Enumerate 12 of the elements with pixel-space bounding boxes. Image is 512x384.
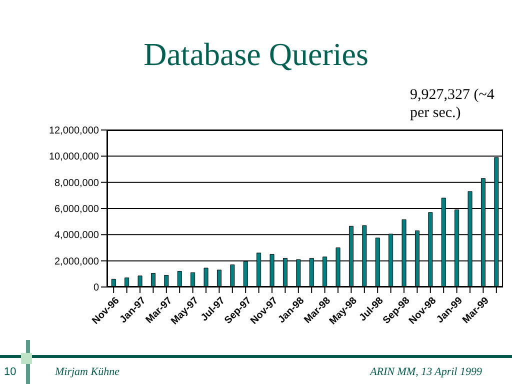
y-tick-label: 2,000,000 [54, 256, 100, 268]
y-tick-label: 4,000,000 [54, 230, 100, 242]
y-tick-label: 6,000,000 [54, 204, 100, 216]
y-tick-label: 10,000,000 [48, 152, 100, 163]
y-tick-label: 8,000,000 [54, 178, 100, 189]
chart-title: Database Queries [142, 36, 370, 73]
y-tick-label: 0 [93, 282, 100, 294]
text: Mirjam Kühne [55, 366, 120, 378]
text: ARIN MM, 13 April 1999 [370, 366, 482, 378]
text: 10 [4, 366, 16, 378]
y-tick-label: 12,000,000 [48, 126, 100, 137]
text: 9,927,327 (~4 per sec.) [410, 86, 496, 122]
